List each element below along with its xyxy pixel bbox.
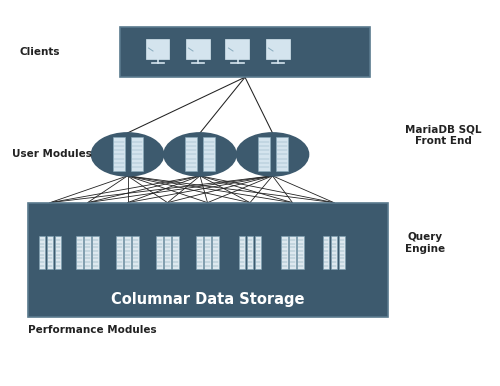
FancyBboxPatch shape bbox=[76, 236, 82, 269]
FancyBboxPatch shape bbox=[55, 236, 61, 269]
FancyBboxPatch shape bbox=[47, 236, 53, 269]
FancyBboxPatch shape bbox=[84, 236, 91, 269]
FancyBboxPatch shape bbox=[266, 39, 289, 59]
FancyBboxPatch shape bbox=[289, 236, 296, 269]
Ellipse shape bbox=[92, 133, 164, 176]
FancyBboxPatch shape bbox=[276, 137, 287, 171]
FancyBboxPatch shape bbox=[92, 236, 99, 269]
FancyBboxPatch shape bbox=[212, 236, 219, 269]
FancyBboxPatch shape bbox=[203, 137, 215, 171]
FancyBboxPatch shape bbox=[204, 236, 211, 269]
Text: Query
Engine: Query Engine bbox=[405, 232, 445, 254]
FancyBboxPatch shape bbox=[247, 236, 253, 269]
FancyBboxPatch shape bbox=[226, 39, 250, 59]
Text: Clients: Clients bbox=[20, 47, 60, 57]
FancyBboxPatch shape bbox=[297, 236, 304, 269]
FancyBboxPatch shape bbox=[146, 39, 170, 59]
FancyBboxPatch shape bbox=[156, 236, 163, 269]
Ellipse shape bbox=[164, 133, 236, 176]
FancyBboxPatch shape bbox=[281, 236, 288, 269]
FancyBboxPatch shape bbox=[239, 236, 245, 269]
FancyBboxPatch shape bbox=[339, 236, 345, 269]
FancyBboxPatch shape bbox=[120, 27, 370, 77]
Text: MariaDB SQL
Front End: MariaDB SQL Front End bbox=[405, 124, 481, 146]
FancyBboxPatch shape bbox=[255, 236, 262, 269]
FancyBboxPatch shape bbox=[39, 236, 45, 269]
Text: User Modules: User Modules bbox=[12, 149, 92, 159]
FancyBboxPatch shape bbox=[164, 236, 171, 269]
FancyBboxPatch shape bbox=[116, 236, 123, 269]
FancyBboxPatch shape bbox=[186, 39, 210, 59]
FancyBboxPatch shape bbox=[323, 236, 330, 269]
FancyBboxPatch shape bbox=[124, 236, 131, 269]
FancyBboxPatch shape bbox=[28, 203, 388, 317]
FancyBboxPatch shape bbox=[132, 236, 139, 269]
FancyBboxPatch shape bbox=[331, 236, 338, 269]
Text: Columnar Data Storage: Columnar Data Storage bbox=[111, 292, 304, 306]
FancyBboxPatch shape bbox=[185, 137, 197, 171]
FancyBboxPatch shape bbox=[258, 137, 270, 171]
FancyBboxPatch shape bbox=[196, 236, 203, 269]
FancyBboxPatch shape bbox=[130, 137, 142, 171]
Text: Performance Modules: Performance Modules bbox=[28, 325, 156, 335]
FancyBboxPatch shape bbox=[172, 236, 179, 269]
Ellipse shape bbox=[236, 133, 308, 176]
FancyBboxPatch shape bbox=[112, 137, 124, 171]
